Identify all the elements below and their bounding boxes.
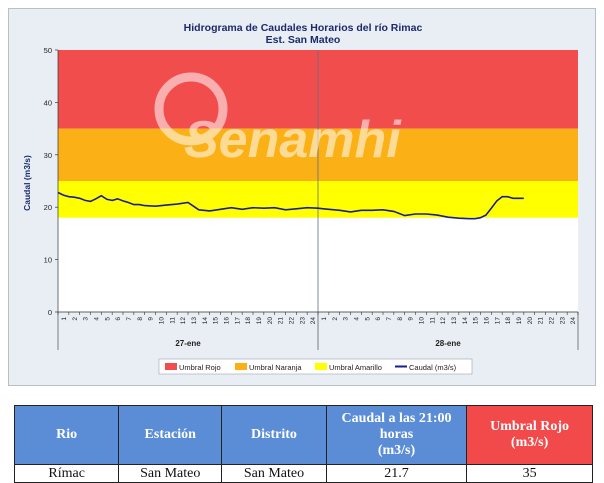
cell-distrito: San Mateo xyxy=(221,464,327,483)
chart-svg: Hidrograma de Caudales Horarios del río … xyxy=(22,22,579,375)
x-tick-label: 20 xyxy=(267,317,274,325)
x-tick-label: 12 xyxy=(180,317,187,325)
senamhi-watermark: Senamhi xyxy=(154,72,402,169)
header-umbral-unit: (m3/s) xyxy=(510,435,549,450)
x-tick-label: 15 xyxy=(473,317,480,325)
chart-panel: Hidrograma de Caudales Horarios del río … xyxy=(8,8,596,386)
chart-subtitle: Est. San Mateo xyxy=(266,34,341,46)
legend-label-amarillo: Umbral Amarillo xyxy=(329,363,382,372)
x-tick-label: 2 xyxy=(332,317,339,321)
x-tick-label: 1 xyxy=(321,317,328,321)
x-tick-label: 6 xyxy=(115,317,122,321)
x-tick-label: 14 xyxy=(462,317,469,325)
header-distrito: Distrito xyxy=(221,405,327,465)
x-tick-label: 17 xyxy=(494,317,501,325)
x-tick-label: 23 xyxy=(299,317,306,325)
x-tick-label: 9 xyxy=(408,317,415,321)
x-tick-label: 13 xyxy=(451,317,458,325)
cell-umbral-rojo: 35 xyxy=(466,464,593,483)
legend: Umbral Rojo Umbral Naranja Umbral Amaril… xyxy=(158,358,473,375)
x-tick-label: 7 xyxy=(386,317,393,321)
x-tick-label: 10 xyxy=(418,317,425,325)
x-tick-label: 13 xyxy=(191,317,198,325)
header-caudal: Caudal a las 21:00 horas (m3/s) xyxy=(325,405,468,465)
chart-title: Hidrograma de Caudales Horarios del río … xyxy=(184,22,423,34)
x-tick-label: 10 xyxy=(158,317,165,325)
x-tick-label: 20 xyxy=(527,317,534,325)
x-tick-label: 2 xyxy=(72,317,79,321)
y-tick-label: 50 xyxy=(44,46,52,55)
y-tick-label: 20 xyxy=(44,203,52,212)
x-tick-label: 14 xyxy=(202,317,209,325)
x-tick-label: 9 xyxy=(148,317,155,321)
x-tick-label: 5 xyxy=(104,317,111,321)
watermark-text: Senamhi xyxy=(184,111,402,169)
x-tick-label: 22 xyxy=(548,317,555,325)
x-tick-label: 11 xyxy=(429,317,436,324)
x-tick-label: 6 xyxy=(375,317,382,321)
y-tick-label: 10 xyxy=(44,256,52,265)
y-tick-label: 30 xyxy=(44,151,52,160)
x-tick-label: 24 xyxy=(570,317,577,325)
x-tick-label: 12 xyxy=(440,317,447,325)
x-tick-label: 23 xyxy=(559,317,566,325)
x-tick-label: 19 xyxy=(256,317,263,325)
table-header-row: Rio Estación Distrito Caudal a las 21:00… xyxy=(13,405,593,465)
x-tick-label: 3 xyxy=(83,317,90,321)
data-table: Rio Estación Distrito Caudal a las 21:00… xyxy=(13,405,593,483)
header-umbral-label: Umbral Rojo xyxy=(490,419,570,434)
header-umbral-rojo: Umbral Rojo (m3/s) xyxy=(466,405,593,465)
legend-label-naranja: Umbral Naranja xyxy=(249,363,302,372)
x-tick-label: 16 xyxy=(223,317,230,325)
header-rio: Rio xyxy=(13,405,120,465)
day-label: 28-ene xyxy=(435,339,461,348)
legend-label-rojo: Umbral Rojo xyxy=(179,363,221,372)
cell-estacion: San Mateo xyxy=(118,464,223,483)
plot-area xyxy=(57,50,578,312)
legend-swatch-naranja xyxy=(235,363,247,370)
table-row: Rímac San Mateo San Mateo 21.7 35 xyxy=(13,464,593,483)
x-tick-label: 16 xyxy=(483,317,490,325)
watermark-sun-icon xyxy=(154,72,228,146)
cell-rio: Rímac xyxy=(13,464,120,483)
x-tick-label: 8 xyxy=(397,317,404,321)
x-tick-label: 1 xyxy=(61,317,68,321)
header-caudal-unit: (m3/s) xyxy=(377,443,416,458)
x-tick-label: 4 xyxy=(353,317,360,321)
header-caudal-label: Caudal a las 21:00 horas xyxy=(341,411,452,442)
legend-swatch-amarillo xyxy=(315,363,327,370)
x-tick-label: 22 xyxy=(288,317,295,325)
x-tick-label: 7 xyxy=(126,317,133,321)
header-estacion: Estación xyxy=(118,405,223,465)
y-tick-label: 40 xyxy=(44,98,52,107)
x-tick-label: 11 xyxy=(169,317,176,324)
x-tick-label: 24 xyxy=(310,317,317,325)
x-tick-label: 8 xyxy=(137,317,144,321)
day-label: 27-ene xyxy=(175,339,201,348)
x-tick-label: 17 xyxy=(234,317,241,325)
x-tick-label: 18 xyxy=(505,317,512,325)
x-tick-label: 21 xyxy=(538,317,545,325)
x-tick-label: 18 xyxy=(245,317,252,325)
legend-swatch-rojo xyxy=(165,363,177,370)
legend-label-caudal: Caudal (m3/s) xyxy=(409,363,457,372)
cell-caudal: 21.7 xyxy=(325,464,468,483)
x-tick-label: 15 xyxy=(213,317,220,325)
x-tick-label: 19 xyxy=(516,317,523,325)
series-caudal-line xyxy=(57,191,524,220)
x-tick-label: 21 xyxy=(278,317,285,325)
y-axis-label: Caudal (m3/s) xyxy=(22,155,32,211)
x-tick-label: 5 xyxy=(364,317,371,321)
x-tick-label: 3 xyxy=(343,317,350,321)
x-tick-label: 4 xyxy=(93,317,100,321)
y-tick-label: 0 xyxy=(48,308,52,317)
